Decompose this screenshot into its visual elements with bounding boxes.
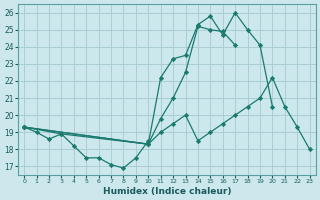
X-axis label: Humidex (Indice chaleur): Humidex (Indice chaleur) [103, 187, 231, 196]
